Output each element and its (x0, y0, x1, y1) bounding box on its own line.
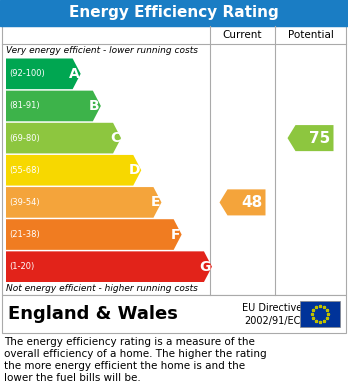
Bar (300, 301, 340, 327)
Text: G: G (200, 260, 211, 274)
Text: (1-20): (1-20) (9, 262, 34, 271)
Polygon shape (6, 187, 161, 218)
Polygon shape (6, 251, 212, 282)
Text: (81-91): (81-91) (9, 101, 40, 111)
Text: Very energy efficient - lower running costs: Very energy efficient - lower running co… (6, 46, 198, 55)
Text: A: A (69, 67, 80, 81)
Text: (69-80): (69-80) (9, 134, 40, 143)
Polygon shape (6, 219, 182, 250)
Text: lower the fuel bills will be.: lower the fuel bills will be. (4, 373, 141, 383)
Text: 2002/91/EC: 2002/91/EC (244, 316, 300, 326)
Text: Energy Efficiency Rating: Energy Efficiency Rating (69, 5, 279, 20)
Polygon shape (6, 155, 141, 186)
Polygon shape (220, 189, 266, 215)
Polygon shape (6, 59, 81, 89)
Text: (21-38): (21-38) (9, 230, 40, 239)
Text: England & Wales: England & Wales (8, 305, 178, 323)
Text: 75: 75 (309, 131, 331, 145)
Text: The energy efficiency rating is a measure of the: The energy efficiency rating is a measur… (4, 337, 255, 347)
Text: (39-54): (39-54) (9, 198, 40, 207)
Text: (92-100): (92-100) (9, 69, 45, 78)
Polygon shape (6, 123, 121, 153)
Text: (55-68): (55-68) (9, 166, 40, 175)
Bar (2, 26, 346, 295)
Text: Current: Current (223, 30, 262, 40)
Bar (2, 295, 346, 333)
Text: E: E (151, 196, 160, 210)
Text: D: D (129, 163, 140, 177)
Text: 48: 48 (241, 195, 262, 210)
Text: C: C (110, 131, 120, 145)
Text: F: F (171, 228, 181, 242)
Text: overall efficiency of a home. The higher the rating: overall efficiency of a home. The higher… (4, 349, 267, 359)
Polygon shape (287, 125, 333, 151)
Text: Potential: Potential (287, 30, 333, 40)
Polygon shape (6, 91, 101, 121)
Text: EU Directive: EU Directive (242, 303, 302, 313)
Text: B: B (89, 99, 100, 113)
Bar (0, 0, 348, 26)
Text: the more energy efficient the home is and the: the more energy efficient the home is an… (4, 361, 245, 371)
Text: Not energy efficient - higher running costs: Not energy efficient - higher running co… (6, 284, 198, 293)
